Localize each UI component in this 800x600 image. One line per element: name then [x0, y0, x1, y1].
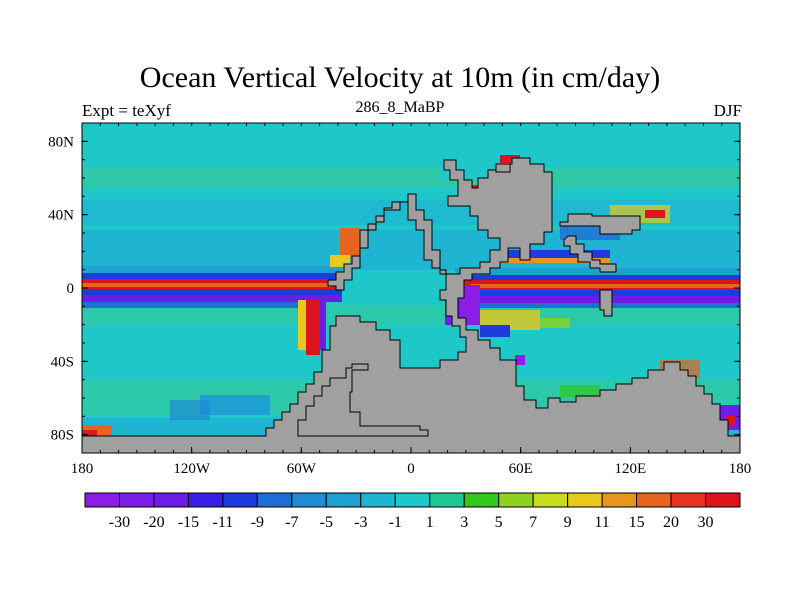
lon-label: 120E — [614, 461, 646, 477]
colorbar-label: 1 — [426, 514, 434, 531]
colorbar-swatch — [394, 492, 431, 508]
colorbar-swatch — [325, 492, 362, 508]
colorbar-swatch — [360, 492, 396, 508]
colorbar-swatch — [532, 492, 569, 508]
land-north-asia — [559, 213, 641, 235]
lat-label: 80S — [51, 428, 74, 444]
colorbar-swatch — [670, 492, 707, 508]
lat-label: 80N — [48, 134, 74, 150]
colorbar-swatch — [118, 492, 155, 508]
colorbar-swatch — [187, 492, 224, 508]
lon-label: 180 — [71, 461, 94, 477]
lat-label: 40N — [48, 208, 74, 224]
colorbar-label: 7 — [529, 514, 537, 531]
colorbar-label: 30 — [698, 514, 714, 531]
lat-label: 40S — [51, 354, 74, 370]
lon-label: 0 — [407, 461, 415, 477]
colorbar-swatch — [463, 492, 500, 508]
colorbar-swatch — [705, 492, 741, 508]
map-title: Ocean Vertical Velocity at 10m (in cm/da… — [139, 61, 661, 94]
colorbar-label: -20 — [143, 514, 164, 531]
colorbar-label: -7 — [285, 514, 298, 531]
colorbar-label: 5 — [495, 514, 503, 531]
colorbar-label: 3 — [460, 514, 468, 531]
land-island — [599, 289, 613, 317]
colorbar-label: -30 — [109, 514, 130, 531]
colorbar-swatch — [636, 492, 672, 508]
colorbar-label: 20 — [663, 514, 679, 531]
colorbar-label: -1 — [389, 514, 402, 531]
colorbar-swatch — [256, 492, 293, 508]
lat-label: 0 — [67, 281, 75, 297]
land-masses — [82, 157, 740, 453]
colorbar-label: -15 — [178, 514, 199, 531]
land-arctic-island — [495, 163, 511, 173]
colorbar: -30 -20 -15 -11 -9 -7 -5 -3 -1 1 3 5 7 9 11 15 20 30 — [84, 492, 741, 531]
lon-label: 180 — [729, 461, 752, 477]
colorbar-swatch — [429, 492, 465, 508]
colorbar-swatch — [498, 492, 534, 508]
lon-label: 120W — [173, 461, 211, 477]
land-southeast-asia — [563, 235, 617, 273]
colorbar-label: -11 — [213, 514, 234, 531]
colorbar-label: -5 — [320, 514, 333, 531]
colorbar-swatch — [601, 492, 638, 508]
colorbar-swatch — [153, 492, 189, 508]
colorbar-label: -9 — [251, 514, 264, 531]
longitude-axis: 180 120W 60W 0 60E 120E 180 — [71, 123, 752, 477]
colorbar-label: -3 — [354, 514, 367, 531]
colorbar-swatch — [84, 492, 120, 508]
land-antarctic-peninsula — [297, 363, 429, 437]
colorbar-swatch — [222, 492, 258, 508]
colorbar-label: 9 — [564, 514, 572, 531]
colorbar-label: 15 — [629, 514, 645, 531]
season-label: DJF — [713, 101, 742, 120]
lon-label: 60E — [509, 461, 533, 477]
experiment-label: Expt = teXyf — [82, 101, 171, 120]
latitude-axis: 80N 40N 0 40S 80S — [48, 122, 740, 454]
lon-label: 60W — [287, 461, 317, 477]
colorbar-label: 11 — [594, 514, 609, 531]
time-label: 286_8_MaBP — [355, 99, 445, 116]
colorbar-swatch — [291, 492, 327, 508]
colorbar-swatch — [567, 492, 603, 508]
land-west-continent — [82, 157, 740, 453]
